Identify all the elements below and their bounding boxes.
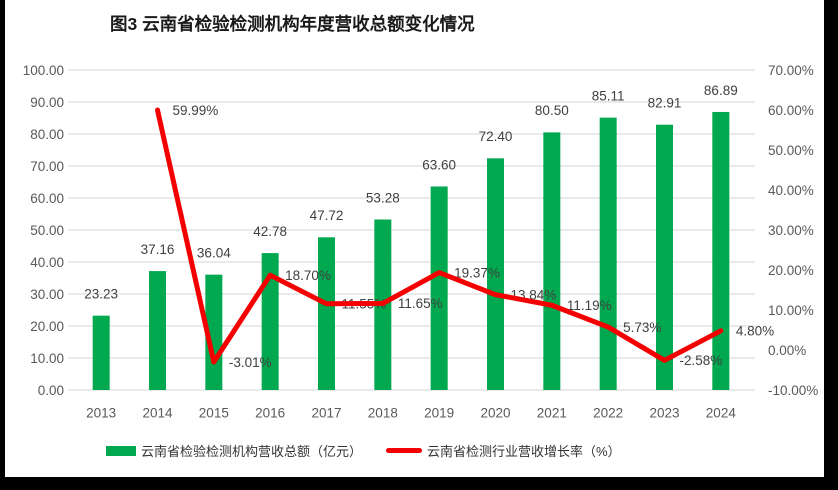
bar-value-label: 86.89 [704,83,738,98]
y-axis-tick-label: 40.00 [30,255,64,270]
bar-value-label: 53.28 [366,190,400,205]
line-value-label: 59.99% [173,103,219,118]
line-value-label: 4.80% [736,324,774,339]
bar-2020 [487,158,504,390]
bar-value-label: 85.11 [592,88,625,103]
screen-edge-bottom [0,477,838,490]
bar-value-label: 80.50 [535,103,569,118]
x-axis-tick-label: 2014 [142,406,173,421]
y2-axis-tick-label: 30.00% [768,223,814,238]
bar-2014 [149,271,166,390]
bar-2022 [599,117,617,390]
x-axis-tick-label: 2015 [199,406,229,421]
bar-value-label: 82.91 [648,95,682,110]
legend-item-growth: 云南省检测行业营收增长率（%） [386,441,621,460]
line-value-label: 11.65% [398,296,443,311]
x-axis-tick-label: 2022 [593,406,623,421]
bar-value-label: 36.04 [197,245,231,260]
y-axis-tick-label: 0.00 [38,383,64,398]
growth-line [155,107,724,365]
y-axis-tick-label: 10.00 [30,351,64,366]
y2-axis-tick-label: 20.00% [768,263,814,278]
x-axis-tick-label: 2020 [480,406,510,421]
bar-2023 [656,124,673,391]
bar-value-label: 72.40 [479,129,513,144]
y-axis-tick-label: 80.00 [30,127,64,142]
bar-2021 [543,132,561,390]
line-value-label: -3.01% [229,355,272,370]
x-axis-tick-label: 2013 [86,406,116,421]
y2-axis-tick-label: 10.00% [768,303,814,318]
y2-axis-tick-label: 50.00% [768,143,814,158]
y-axis-tick-label: 70.00 [30,159,64,174]
x-axis-tick-label: 2021 [537,406,567,421]
bar-value-label: 42.78 [253,224,287,239]
line-series-swatch-icon [386,448,423,453]
y-axis-tick-label: 90.00 [30,95,64,110]
bar-2016 [261,253,279,390]
y-axis-tick-label: 20.00 [30,319,64,334]
combo-chart: 0.00 10.00 20.00 30.00 40.00 50.00 60.00 70.00 8… [23,63,819,421]
screen-edge-right [824,0,838,490]
bar-value-label: 63.60 [422,157,456,172]
y-axis-tick-label: 100.00 [23,63,64,78]
bar-value-label: 23.23 [84,286,118,301]
screen-edge-left [0,0,5,490]
y2-axis-tick-label: 0.00% [768,343,806,358]
x-axis-tick-label: 2019 [424,406,454,421]
x-axis-tick-label: 2018 [368,406,398,421]
y2-axis-tick-label: 70.00% [768,63,814,78]
line-value-label: 5.73% [623,320,661,335]
line-value-label: 19.37% [454,265,500,280]
bar-2013 [92,315,110,390]
y-axis-tick-label: 50.00 [30,223,64,238]
y-axis-tick-label: 30.00 [30,287,64,302]
bar-2019 [430,186,448,390]
chart-title: 图3 云南省检验检测机构年度营收总额变化情况 [110,14,475,34]
y2-axis-tick-label: -10.00% [768,383,818,398]
x-axis-tick-label: 2023 [649,406,679,421]
chart-legend: 云南省检验检测机构营收总额（亿元） 云南省检测行业营收增长率（%） [106,441,621,460]
y2-axis-tick-label: 40.00% [768,183,814,198]
bar-2024 [712,111,730,391]
bar-value-label: 37.16 [141,242,175,257]
legend-label-growth: 云南省检测行业营收增长率（%） [427,444,621,459]
line-value-label: 11.19% [567,298,612,313]
x-axis-tick-label: 2024 [706,406,737,421]
y2-axis-tick-label: 60.00% [768,103,814,118]
y-axis-tick-label: 60.00 [30,191,64,206]
bar-2017 [318,237,335,390]
bar-2015 [205,274,223,390]
x-axis-tick-label: 2016 [255,406,285,421]
legend-item-revenue: 云南省检验检测机构营收总额（亿元） [106,441,362,460]
line-value-label: 18.70% [285,268,331,283]
legend-label-revenue: 云南省检验检测机构营收总额（亿元） [141,444,363,459]
x-axis-tick-label: 2017 [311,406,341,421]
line-value-label: -2.58% [680,353,723,368]
bar-series-swatch-icon [106,445,136,456]
bar-value-label: 47.72 [310,208,344,223]
